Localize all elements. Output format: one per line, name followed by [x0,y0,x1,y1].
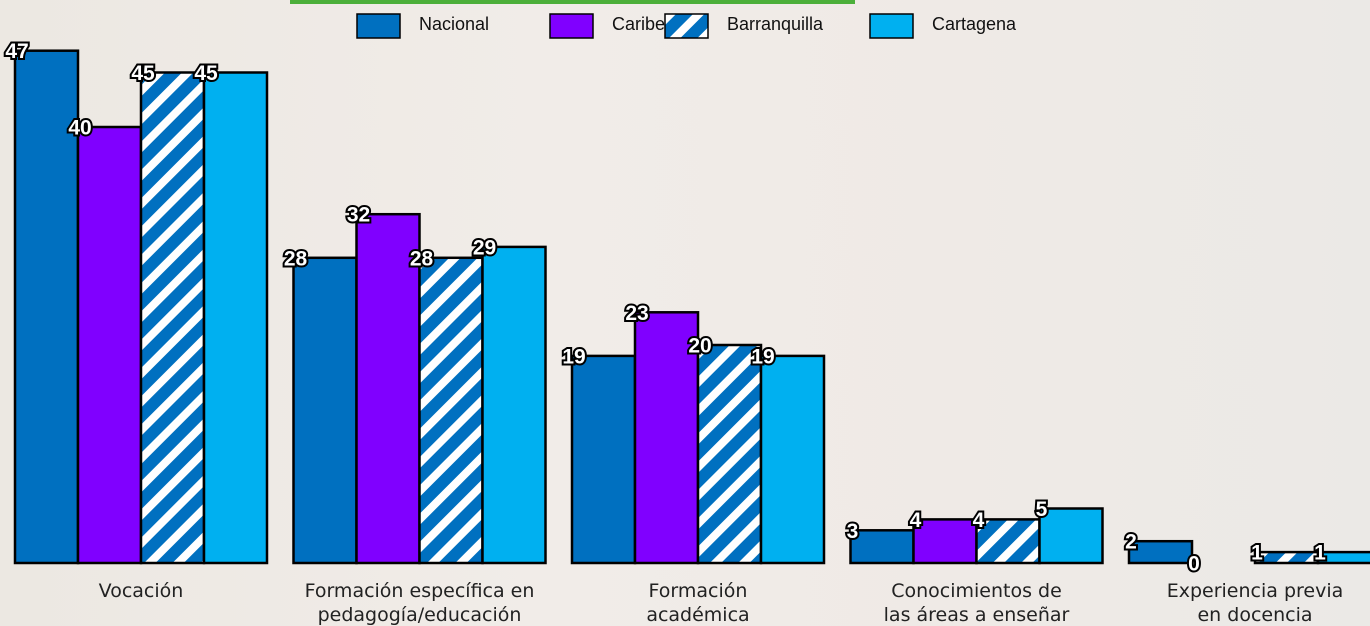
bar [849,529,915,565]
value-label: 1 [1251,542,1263,565]
value-label: 28 [410,247,434,270]
bar [1038,507,1104,565]
value-label: 28 [284,247,308,270]
x-tick-label: Vocación [99,580,184,602]
bar [633,311,700,565]
value-label: 40 [68,117,91,140]
bar [76,125,143,565]
legend-label: Nacional [419,14,489,34]
bar [759,354,826,565]
legend-swatch [356,13,401,39]
value-label: 45 [131,62,155,85]
bar [1316,550,1370,565]
bar [912,518,978,565]
legend-label: Cartagena [932,14,1017,34]
value-label: 20 [688,335,711,358]
x-tick-label: las áreas a enseñar [884,604,1070,626]
bar [418,256,484,565]
bar [696,343,763,565]
legend-label: Caribe [612,14,665,34]
value-label: 4 [910,509,922,532]
legend-swatch [549,13,594,39]
bar [1253,550,1320,565]
legend-label: Barranquilla [727,14,824,34]
x-tick-label: académica [646,604,749,626]
value-label: 0 [1188,553,1200,576]
legend-swatch [869,13,914,39]
value-label: 2 [1125,531,1137,554]
value-label: 47 [5,40,28,63]
bar [13,49,80,565]
x-tick-label: pedagogía/educación [318,604,522,626]
x-tick-label: en docencia [1197,604,1312,626]
value-label: 23 [625,302,648,325]
bar [1127,539,1194,565]
value-label: 29 [473,236,496,259]
x-tick-label: Experiencia previa [1167,580,1344,602]
bar [202,71,269,565]
value-label: 4 [973,509,985,532]
value-label: 3 [847,520,859,543]
x-tick-label: Formación [649,580,748,602]
bar [139,71,206,565]
bar [570,354,637,565]
value-label: 1 [1314,542,1326,565]
bar [481,245,547,565]
bar [292,256,358,565]
legend-swatch [664,13,709,39]
value-label: 19 [562,345,585,368]
x-tick-label: Conocimientos de [891,580,1062,602]
value-label: 5 [1036,498,1048,521]
bar [355,212,421,565]
accent-bar [290,0,855,4]
value-label: 19 [751,345,774,368]
x-tick-label: Formación específica en [305,580,535,602]
value-label: 45 [194,62,218,85]
value-label: 32 [347,204,370,227]
bar [975,518,1041,565]
